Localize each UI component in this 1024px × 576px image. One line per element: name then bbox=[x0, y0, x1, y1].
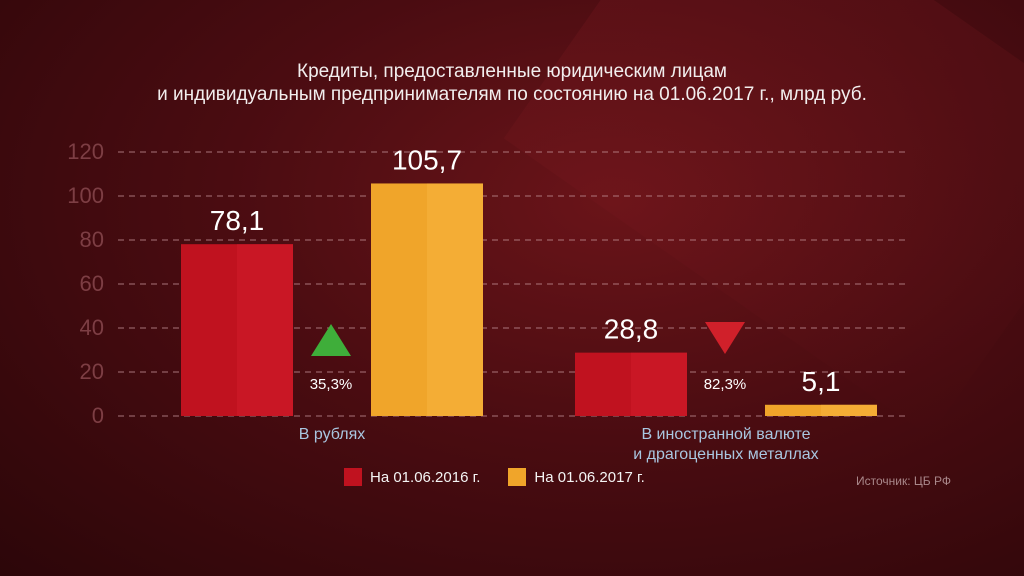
change-label: 82,3% bbox=[704, 376, 747, 393]
legend-swatch-2017 bbox=[508, 468, 527, 486]
y-tick-label: 60 bbox=[80, 271, 104, 296]
bar-highlight bbox=[237, 244, 293, 416]
change-label: 35,3% bbox=[310, 376, 353, 393]
data-label: 78,1 bbox=[210, 205, 265, 236]
legend-item-2016: На 01.06.2016 г. bbox=[344, 468, 480, 486]
y-tick-label: 80 bbox=[80, 227, 104, 252]
legend: На 01.06.2016 г. На 01.06.2017 г. bbox=[344, 468, 673, 486]
y-tick-label: 100 bbox=[67, 183, 104, 208]
source-note: Источник: ЦБ РФ bbox=[856, 474, 951, 488]
legend-label-2016: На 01.06.2016 г. bbox=[370, 468, 481, 486]
y-tick-label: 120 bbox=[67, 139, 104, 164]
legend-item-2017: На 01.06.2017 г. bbox=[508, 468, 645, 486]
chart-title-line1: Кредиты, предоставленные юридическим лиц… bbox=[297, 61, 727, 82]
bar-highlight bbox=[631, 352, 687, 416]
bar-highlight bbox=[821, 404, 877, 416]
category-label-line2: и драгоценных металлах bbox=[633, 446, 818, 463]
bar-highlight bbox=[427, 183, 483, 416]
y-tick-label: 20 bbox=[80, 359, 104, 384]
data-label: 5,1 bbox=[802, 366, 841, 397]
data-label: 105,7 bbox=[392, 144, 462, 175]
category-label: В рублях bbox=[299, 426, 365, 443]
legend-label-2017: На 01.06.2017 г. bbox=[534, 468, 645, 486]
y-tick-label: 0 bbox=[92, 403, 104, 428]
y-tick-label: 40 bbox=[80, 315, 104, 340]
chart-title-line2: и индивидуальным предпринимателям по сос… bbox=[157, 84, 867, 105]
legend-swatch-2016 bbox=[344, 468, 362, 486]
arrow-down-icon bbox=[705, 322, 745, 354]
arrow-up-icon bbox=[311, 324, 351, 356]
category-label: В иностранной валюте bbox=[641, 426, 810, 443]
data-label: 28,8 bbox=[604, 314, 659, 345]
